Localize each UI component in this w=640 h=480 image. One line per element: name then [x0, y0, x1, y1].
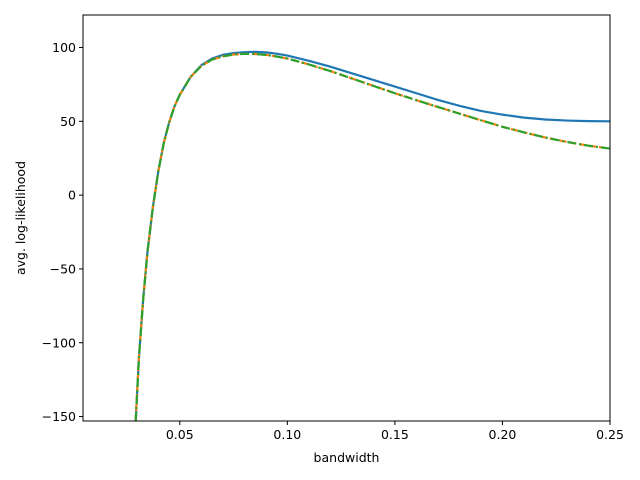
y-tick-label: 100	[52, 40, 76, 55]
y-axis-label: avg. log-likelihood	[13, 161, 28, 275]
y-axis-ticks: 100 50 0 −50 −100 −150	[42, 40, 83, 424]
y-tick-label: −150	[42, 409, 76, 424]
series-line-1	[134, 50, 610, 421]
x-axis-ticks: 0.05 0.10 0.15 0.20 0.25	[166, 421, 624, 442]
x-tick-label: 0.05	[166, 427, 194, 442]
x-axis-label: bandwidth	[314, 450, 380, 465]
x-tick-label: 0.15	[381, 427, 409, 442]
series-layer	[134, 50, 610, 421]
y-tick-label: 0	[68, 188, 76, 203]
y-tick-label: −50	[50, 261, 76, 276]
y-tick-label: −100	[42, 335, 76, 350]
x-tick-label: 0.20	[489, 427, 517, 442]
y-tick-label: 50	[60, 114, 76, 129]
series-line-3	[134, 52, 610, 421]
x-tick-label: 0.25	[596, 427, 624, 442]
plot-frame	[82, 14, 611, 422]
x-tick-label: 0.10	[273, 427, 301, 442]
